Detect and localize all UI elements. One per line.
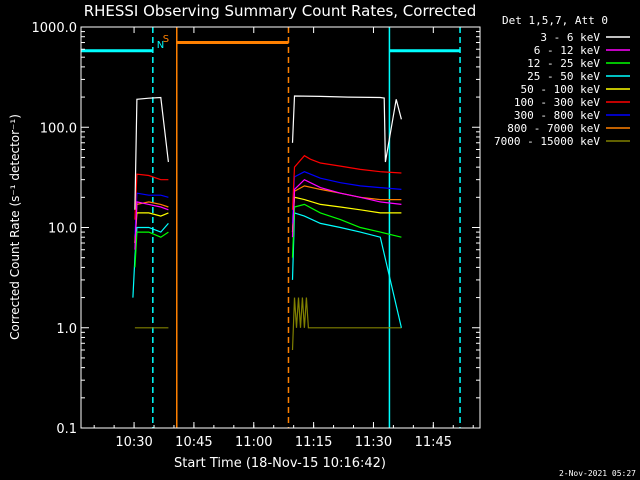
- y-tick-label-1: 1.0: [56, 322, 77, 337]
- annotation-N: N: [157, 40, 164, 51]
- legend-label-4: 50 - 100 keV: [521, 83, 601, 96]
- y-tick-label-3: 100.0: [40, 121, 77, 136]
- x-tick-label-2: 11:00: [235, 435, 272, 450]
- y-axis-label: Corrected Count Rate (s⁻¹ detector⁻¹): [8, 114, 22, 340]
- x-tick-label-3: 11:15: [295, 435, 332, 450]
- series-5-segment-1: [291, 154, 402, 210]
- series-1-segment-1: [291, 178, 402, 238]
- x-tick-label-5: 11:45: [415, 435, 452, 450]
- plot-layer: NS: [81, 27, 461, 428]
- y-tick-label-0: 0.1: [56, 422, 77, 437]
- legend-label-6: 300 - 800 keV: [514, 109, 600, 122]
- legend-title: Det 1,5,7, Att 0: [502, 14, 608, 27]
- legend-label-7: 800 - 7000 keV: [507, 122, 600, 135]
- legend-label-2: 12 - 25 keV: [527, 57, 600, 70]
- axes-layer: 10:30 10:45 11:00 11:15 11:30 11:45 0.1 1.0 10.0…: [32, 21, 480, 450]
- y-tick-label-2: 10.0: [48, 222, 77, 237]
- series-5-segment-0: [134, 173, 169, 220]
- legend-label-1: 6 - 12 keV: [534, 44, 601, 57]
- legend-label-0: 3 - 6 keV: [540, 31, 600, 44]
- series-1-segment-0: [134, 201, 169, 250]
- series-2-segment-1: [291, 203, 402, 258]
- y-tick-label-4: 1000.0: [32, 21, 78, 36]
- x-tick-label-1: 10:45: [175, 435, 212, 450]
- series-7-segment-1: [291, 185, 402, 233]
- series-3-segment-1: [291, 212, 402, 328]
- chart-title: RHESSI Observing Summary Count Rates, Co…: [84, 2, 477, 20]
- series-2-segment-0: [134, 231, 169, 268]
- series-4-segment-1: [291, 196, 402, 233]
- legend-label-8: 7000 - 15000 keV: [494, 135, 600, 148]
- legend-label-5: 100 - 300 keV: [514, 96, 600, 109]
- x-tick-label-0: 10:30: [115, 435, 152, 450]
- series-3-segment-0: [132, 223, 169, 298]
- x-axis-label: Start Time (18-Nov-15 10:16:42): [174, 456, 386, 471]
- annotation-S: S: [163, 34, 169, 45]
- series-0-segment-0: [134, 96, 169, 210]
- series-6-segment-1: [291, 171, 402, 224]
- x-tick-label-4: 11:30: [355, 435, 392, 450]
- legend-label-3: 25 - 50 keV: [527, 70, 600, 83]
- series-0-segment-1: [291, 95, 402, 163]
- series-8-segment-1: [291, 297, 402, 351]
- footer-date: 2-Nov-2021 05:27: [559, 469, 636, 478]
